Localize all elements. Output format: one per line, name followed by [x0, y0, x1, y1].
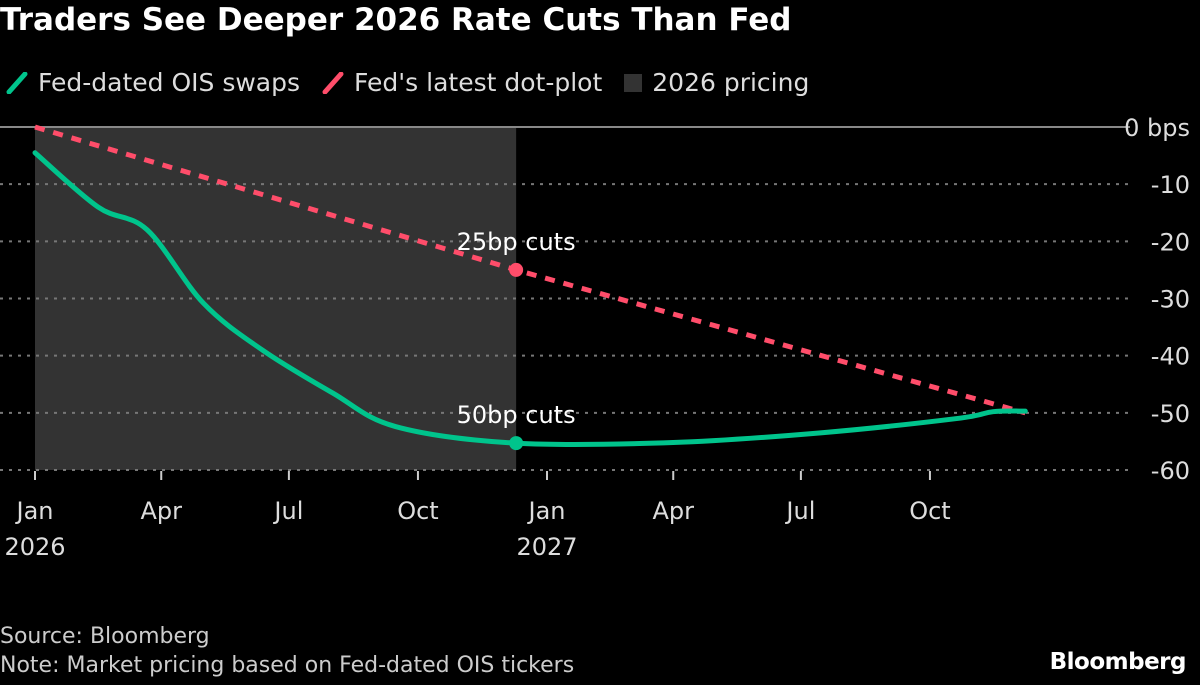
annotation-marker: [509, 262, 524, 277]
x-tick-label: Jul: [784, 497, 815, 525]
y-tick-label: 0 bps: [1124, 114, 1190, 142]
x-tick-label: Jul: [272, 497, 303, 525]
shaded-region: [35, 127, 517, 470]
x-tick-label: Oct: [397, 497, 439, 525]
source-text: Source: Bloomberg: [0, 624, 210, 649]
x-tick-label: Apr: [140, 497, 182, 525]
legend-item-ois: Fed-dated OIS swaps: [6, 68, 300, 97]
y-tick-label: -40: [1151, 343, 1190, 371]
annotation-label: 50bp cuts: [457, 401, 576, 429]
y-tick-label: -10: [1151, 171, 1190, 199]
x-tick-label: Jan: [15, 497, 54, 525]
x-tick-label: Jan: [527, 497, 566, 525]
annotation-label: 25bp cuts: [457, 228, 576, 256]
legend-swatch-shaded: [624, 73, 643, 92]
y-tick-label: -30: [1151, 286, 1190, 314]
x-tick-label: Oct: [909, 497, 951, 525]
legend-swatch-ois: [6, 71, 28, 94]
series-line-ois: [32, 150, 1028, 448]
y-tick-label: -20: [1151, 228, 1190, 256]
note-text: Note: Market pricing based on Fed-dated …: [0, 653, 575, 678]
legend-label-shaded: 2026 pricing: [652, 68, 810, 97]
legend-item-dotplot: Fed's latest dot-plot: [322, 68, 602, 97]
annotation-marker: [509, 436, 524, 451]
chart-title: Traders See Deeper 2026 Rate Cuts Than F…: [0, 2, 792, 38]
y-tick-label: -60: [1151, 457, 1190, 485]
legend-label-dotplot: Fed's latest dot-plot: [354, 68, 603, 97]
legend-item-shaded: 2026 pricing: [624, 68, 809, 97]
x-tick-label: Apr: [652, 497, 694, 525]
legend-swatch-dotplot: [322, 71, 344, 94]
legend-label-ois: Fed-dated OIS swaps: [38, 68, 301, 97]
x-tick-year-label: 2027: [516, 533, 577, 561]
x-tick-year-label: 2026: [4, 533, 65, 561]
bloomberg-logo: Bloomberg: [1049, 649, 1187, 675]
legend: Fed-dated OIS swaps Fed's latest dot-plo…: [6, 68, 809, 97]
y-tick-label: -50: [1151, 400, 1190, 428]
